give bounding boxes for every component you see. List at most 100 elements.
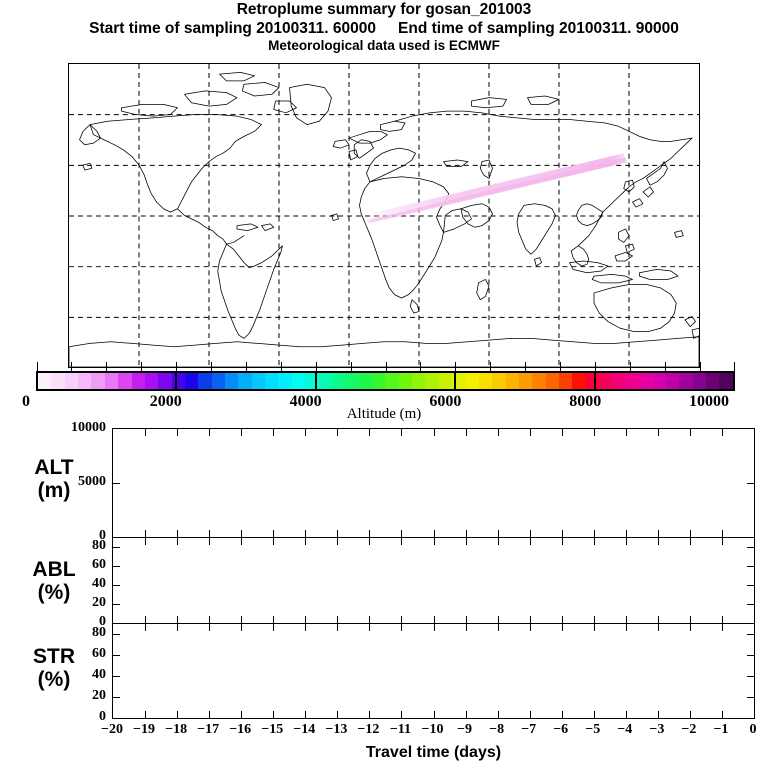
x-axis-tick [305,616,307,623]
x-axis-tick [401,616,403,623]
x-axis-tick [593,429,595,436]
colorbar-swatch [692,373,706,389]
colorbar-swatch [665,373,680,389]
x-axis-tick [657,429,659,436]
y-axis-tick-label: 0 [99,709,106,724]
x-axis-tick [241,429,243,436]
y-axis-tick [113,655,120,657]
y-axis-tick [747,483,754,484]
x-axis-tick [369,616,371,623]
x-axis-tick [529,530,531,537]
x-axis-tick [593,711,595,718]
colorbar-swatch [719,373,733,389]
x-axis-tick-label: −14 [293,722,316,737]
x-axis-tick [657,624,659,631]
x-axis-tick [593,538,595,545]
colorbar-swatch [184,373,199,389]
colorbar-tick [37,362,38,371]
x-axis-tick [561,624,563,631]
x-axis-tick [337,616,339,623]
colorbar-separator [174,371,177,391]
alt-panel-label-line1: ALT [34,456,74,479]
x-axis-tick [657,538,659,545]
colorbar-swatch [505,373,519,389]
colorbar-swatch [358,373,372,389]
x-axis-tick [561,538,563,545]
colorbar-swatch [171,373,185,389]
colorbar-swatch [518,373,533,389]
colorbar-swatch [265,373,279,389]
x-axis-tick [689,429,691,436]
colorbar-separator [594,371,597,391]
y-axis-tick [747,547,754,549]
x-axis-tick [401,624,403,631]
colorbar-tick-label: 8000 [569,393,602,410]
colorbar-tick [560,362,562,371]
colorbar-tick-labels: 0 2000 4000 6000 8000 10000 [22,393,735,411]
x-axis-tick [433,616,435,623]
x-axis-tick-label: −11 [389,722,412,737]
x-axis-tick [497,429,499,436]
colorbar-tick [350,362,352,371]
x-axis-tick [433,530,435,537]
x-axis-tick [561,711,563,718]
altitude-timeseries-panel [112,428,755,538]
coastline-layer [69,72,699,367]
x-axis-tick-label: −13 [325,722,348,737]
colorbar-swatch [78,373,92,389]
colorbar-swatch [572,373,586,389]
x-axis-tick [657,530,659,537]
colorbar-axis-title: Altitude (m) [346,406,422,422]
x-axis-tick-labels: −20 −19 −18 −17 −16 −15 −14 −13 −12 −11 −10 −9 −8 −7−… [0,722,768,740]
colorbar-swatch [612,373,626,389]
x-axis-tick-label: −5 [585,722,601,737]
x-axis-tick [625,624,627,631]
x-axis-tick [497,616,499,623]
x-axis-tick [305,624,307,631]
x-axis-tick [145,538,147,545]
x-axis-tick [177,530,179,537]
x-axis-tick-label: −12 [357,722,380,737]
y-axis-tick [747,634,754,636]
x-axis-tick [209,538,211,545]
x-axis-tick [561,616,563,623]
x-axis-tick [689,530,691,537]
x-axis-tick-label: −19 [133,722,156,737]
x-axis-tick [241,624,243,631]
x-axis-tick [625,616,627,623]
colorbar-gradient [36,371,735,391]
x-axis-tick [689,616,691,623]
colorbar-separator [314,371,317,391]
y-axis-tick-label: 80 [92,625,106,641]
y-axis-tick [113,604,120,606]
x-axis-tick [721,711,723,718]
x-axis-tick [241,530,243,537]
x-axis-tick [497,711,499,718]
x-axis-tick-label: −7 [521,722,537,737]
sampling-time-line: Start time of sampling 20100311. 60000 En… [0,19,768,38]
y-axis-tick [113,483,120,484]
str-panel-label-line1: STR [33,645,75,668]
y-axis-tick-label: 0 [99,614,106,629]
colorbar-swatch [104,373,119,389]
x-axis-tick [241,538,243,545]
colorbar-swatch [425,373,439,389]
y-axis-tick [113,547,120,549]
colorbar-swatch [198,373,212,389]
x-axis-tick [337,624,339,631]
colorbar-swatch [545,373,560,389]
y-axis-tick-label: 10000 [71,420,106,435]
colorbar-swatch [625,373,640,389]
colorbar-swatch [238,373,252,389]
colorbar-separator [454,371,457,391]
str-timeseries-panel [112,623,755,719]
x-axis-tick [209,429,211,436]
x-axis-tick [433,538,435,545]
x-axis-tick [625,538,627,545]
x-axis-tick [273,538,275,545]
x-axis-tick-label: −3 [649,722,665,737]
x-axis-tick [369,711,371,718]
y-axis-tick [747,604,754,606]
y-axis-tick [113,697,120,699]
y-axis-tick [113,634,120,636]
